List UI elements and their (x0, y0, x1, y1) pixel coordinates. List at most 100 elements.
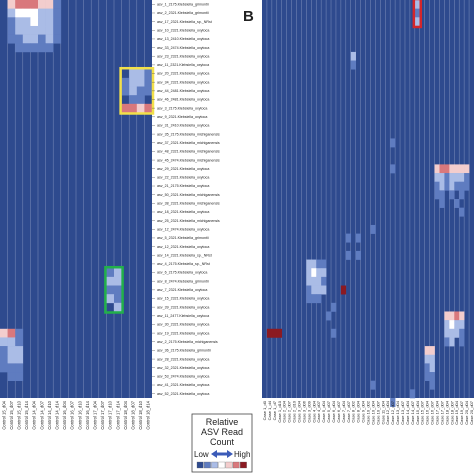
column-label: Case 7_d04 (341, 400, 346, 422)
heatmap-cell (144, 77, 153, 87)
legend-title-line3: Count (210, 437, 235, 447)
legend-swatches (196, 461, 247, 469)
heatmap-cell (321, 259, 327, 269)
heatmap-cell (345, 250, 352, 260)
heatmap-cell (30, 0, 39, 9)
column-label: Case 3_d06 (301, 400, 306, 422)
heatmap-cell (424, 372, 430, 381)
heatmap-cell (464, 164, 470, 174)
heatmap-cell (459, 328, 465, 338)
row-label: asv_2_2175.Klebsiella_michiganensis (157, 340, 218, 344)
column-label: Case 16_d07 (430, 400, 435, 425)
column-label: Case 6_d07 (336, 400, 341, 422)
heatmap-cell (53, 34, 62, 44)
heatmap-cell (30, 25, 39, 35)
legend-swatch (240, 461, 247, 469)
heatmap-cell (449, 190, 455, 200)
row-label: asv_19_2321.Klebsiella_oxytoca (157, 331, 209, 335)
legend-swatch (196, 461, 204, 469)
column-label: Control 16_d10 (77, 400, 82, 429)
heatmap-gridlines (7, 0, 145, 398)
column-label: Case 5_d04 (321, 400, 326, 422)
column-label: Case 5_d07 (326, 400, 331, 422)
column-label: Control 14_d07 (39, 400, 44, 429)
heatmap-cell (38, 43, 46, 53)
double-arrow-icon (211, 450, 233, 458)
column-label: Case 8_d04 (356, 400, 361, 422)
heatmap-panel-a (0, 0, 155, 398)
row-label: asv_41_2321.Klebsiella_oxytoca (157, 383, 209, 387)
heatmap-cell (38, 17, 46, 27)
row-label: asv_48_2321.Klebsiella_michiganensis (157, 150, 220, 154)
heatmap-cell (454, 328, 460, 338)
heatmap-cell (414, 0, 421, 9)
heatmap-cell (459, 207, 465, 217)
heatmap-cell (439, 173, 445, 182)
row-labels: asv_1_2175.Klebsiella_grimontii asv_2_232… (152, 3, 220, 396)
legend-swatch (232, 461, 240, 469)
heatmap-cell (0, 346, 8, 356)
heatmap-cell (459, 337, 465, 347)
heatmap-cell (429, 346, 435, 356)
column-label: Control 18_d04 (123, 400, 128, 429)
heatmap-cell (45, 34, 54, 44)
column-label: Control 17_d04 (93, 400, 98, 429)
heatmap-cell (22, 8, 31, 18)
heatmap-cell (53, 8, 62, 18)
heatmap-cell (15, 346, 24, 356)
heatmap-cell (355, 250, 361, 260)
heatmap-cell (390, 164, 396, 174)
heatmap-cell (390, 138, 396, 148)
heatmap-cell (53, 0, 62, 9)
heatmap-cell (439, 190, 445, 200)
heatmap-cell (439, 199, 445, 208)
heatmap-cell (30, 34, 39, 44)
heatmap-cell (409, 389, 416, 399)
heatmap-cell (121, 77, 130, 87)
column-label: Case 3_d04 (296, 400, 301, 422)
column-label: Case 12_d07 (390, 400, 395, 425)
heatmap-cell (53, 25, 62, 35)
column-label: Case 13_d04 (395, 400, 400, 425)
heatmap-cell (15, 363, 24, 373)
row-label: asv_31_2410.Klebsiella_oxytoca (157, 124, 209, 128)
heatmap-cell (429, 354, 435, 364)
column-label: Case 10_d02 (366, 400, 371, 425)
heatmap-cell (444, 311, 450, 321)
heatmap-cell (136, 69, 145, 79)
heatmap-cell (311, 268, 317, 278)
column-label: Case 18_d04 (444, 400, 449, 425)
heatmap-cell (439, 164, 445, 174)
heatmap-cell (276, 328, 283, 338)
heatmap-cell (53, 17, 62, 27)
heatmap-cell (429, 363, 435, 373)
column-label: Case 2_d07 (287, 400, 292, 422)
heatmap-cell (306, 259, 312, 269)
heatmap-panel-b (262, 0, 474, 407)
column-label: Case 14_d04 (405, 400, 410, 425)
heatmap-cell (114, 285, 122, 295)
heatmap-cell (439, 181, 445, 191)
column-label: Case 18_d07 (449, 400, 454, 425)
heatmap-cell (7, 0, 16, 9)
heatmap-cell (30, 17, 39, 27)
heatmap-cell (136, 77, 145, 87)
row-label: asv_29_2321.Klebsiella_oxytoca (157, 167, 209, 171)
heatmap-cell (114, 294, 122, 304)
heatmap-cell (7, 8, 16, 18)
row-label: asv_28_2321.Klebsiella_oxytoca (157, 357, 209, 361)
column-label: Control 17_d14 (115, 400, 120, 429)
heatmap-cell (370, 380, 376, 390)
heatmap-cell (459, 190, 465, 200)
heatmap-cell (15, 337, 24, 347)
heatmap-cell (316, 285, 322, 295)
heatmap-cell (326, 311, 332, 321)
heatmap-cell (0, 328, 8, 338)
heatmap-cell (15, 25, 24, 35)
row-label: asv_25_2321.Klebsiella_michiganensis (157, 219, 220, 223)
column-label: Case 3_d09 (306, 400, 311, 422)
row-label: asv_35_2175.Klebsiella_michiganensis (157, 132, 220, 136)
heatmap-cell (449, 173, 455, 182)
legend-swatch (225, 461, 233, 469)
